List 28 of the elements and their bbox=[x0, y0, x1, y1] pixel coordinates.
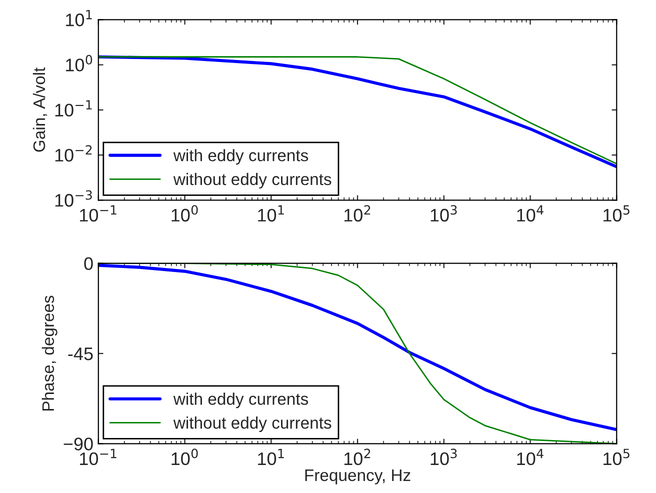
y-tick-label: 10$^{−3}$ bbox=[55, 190, 92, 207]
y-tick-label: 10$^{1}$ bbox=[66, 10, 92, 26]
y-tick-label: −90 bbox=[64, 438, 93, 450]
y-tick-label: 10$^{0}$ bbox=[66, 54, 92, 72]
y-axis-title: Phase, degrees bbox=[42, 296, 58, 410]
x-tick-label: 10$^{1}$ bbox=[258, 205, 284, 222]
x-axis-title: Frequency, Hz bbox=[305, 469, 410, 484]
legend-label: without eddy currents bbox=[173, 172, 332, 188]
x-tick-label: 10$^{4}$ bbox=[517, 205, 544, 222]
x-tick-label: 10$^{0}$ bbox=[172, 205, 198, 222]
y-tick-label: 0 bbox=[84, 257, 93, 270]
x-tick-label: 10$^{0}$ bbox=[172, 448, 198, 466]
x-tick-label: 10$^{3}$ bbox=[430, 448, 457, 466]
legend-label: with eddy currents bbox=[173, 392, 308, 408]
x-tick-label: 10$^{4}$ bbox=[517, 448, 544, 466]
x-tick-label: 10$^{2}$ bbox=[344, 448, 370, 466]
legend-label: without eddy currents bbox=[173, 416, 332, 432]
y-tick-label: 10$^{−1}$ bbox=[55, 100, 92, 117]
x-tick-label: 10$^{3}$ bbox=[430, 205, 457, 222]
y-tick-label: 10$^{−2}$ bbox=[55, 145, 92, 162]
x-tick-label: 10$^{−1}$ bbox=[80, 205, 116, 222]
x-tick-label: 10$^{1}$ bbox=[258, 448, 284, 466]
legend-label: with eddy currents bbox=[173, 149, 308, 165]
y-tick-label: -45 bbox=[68, 348, 93, 360]
y-axis-title: Gain, A/volt bbox=[32, 67, 48, 152]
x-tick-label: 10$^{2}$ bbox=[344, 205, 370, 222]
x-tick-label: 10$^{5}$ bbox=[604, 205, 630, 222]
x-tick-label: 10$^{5}$ bbox=[604, 448, 630, 466]
